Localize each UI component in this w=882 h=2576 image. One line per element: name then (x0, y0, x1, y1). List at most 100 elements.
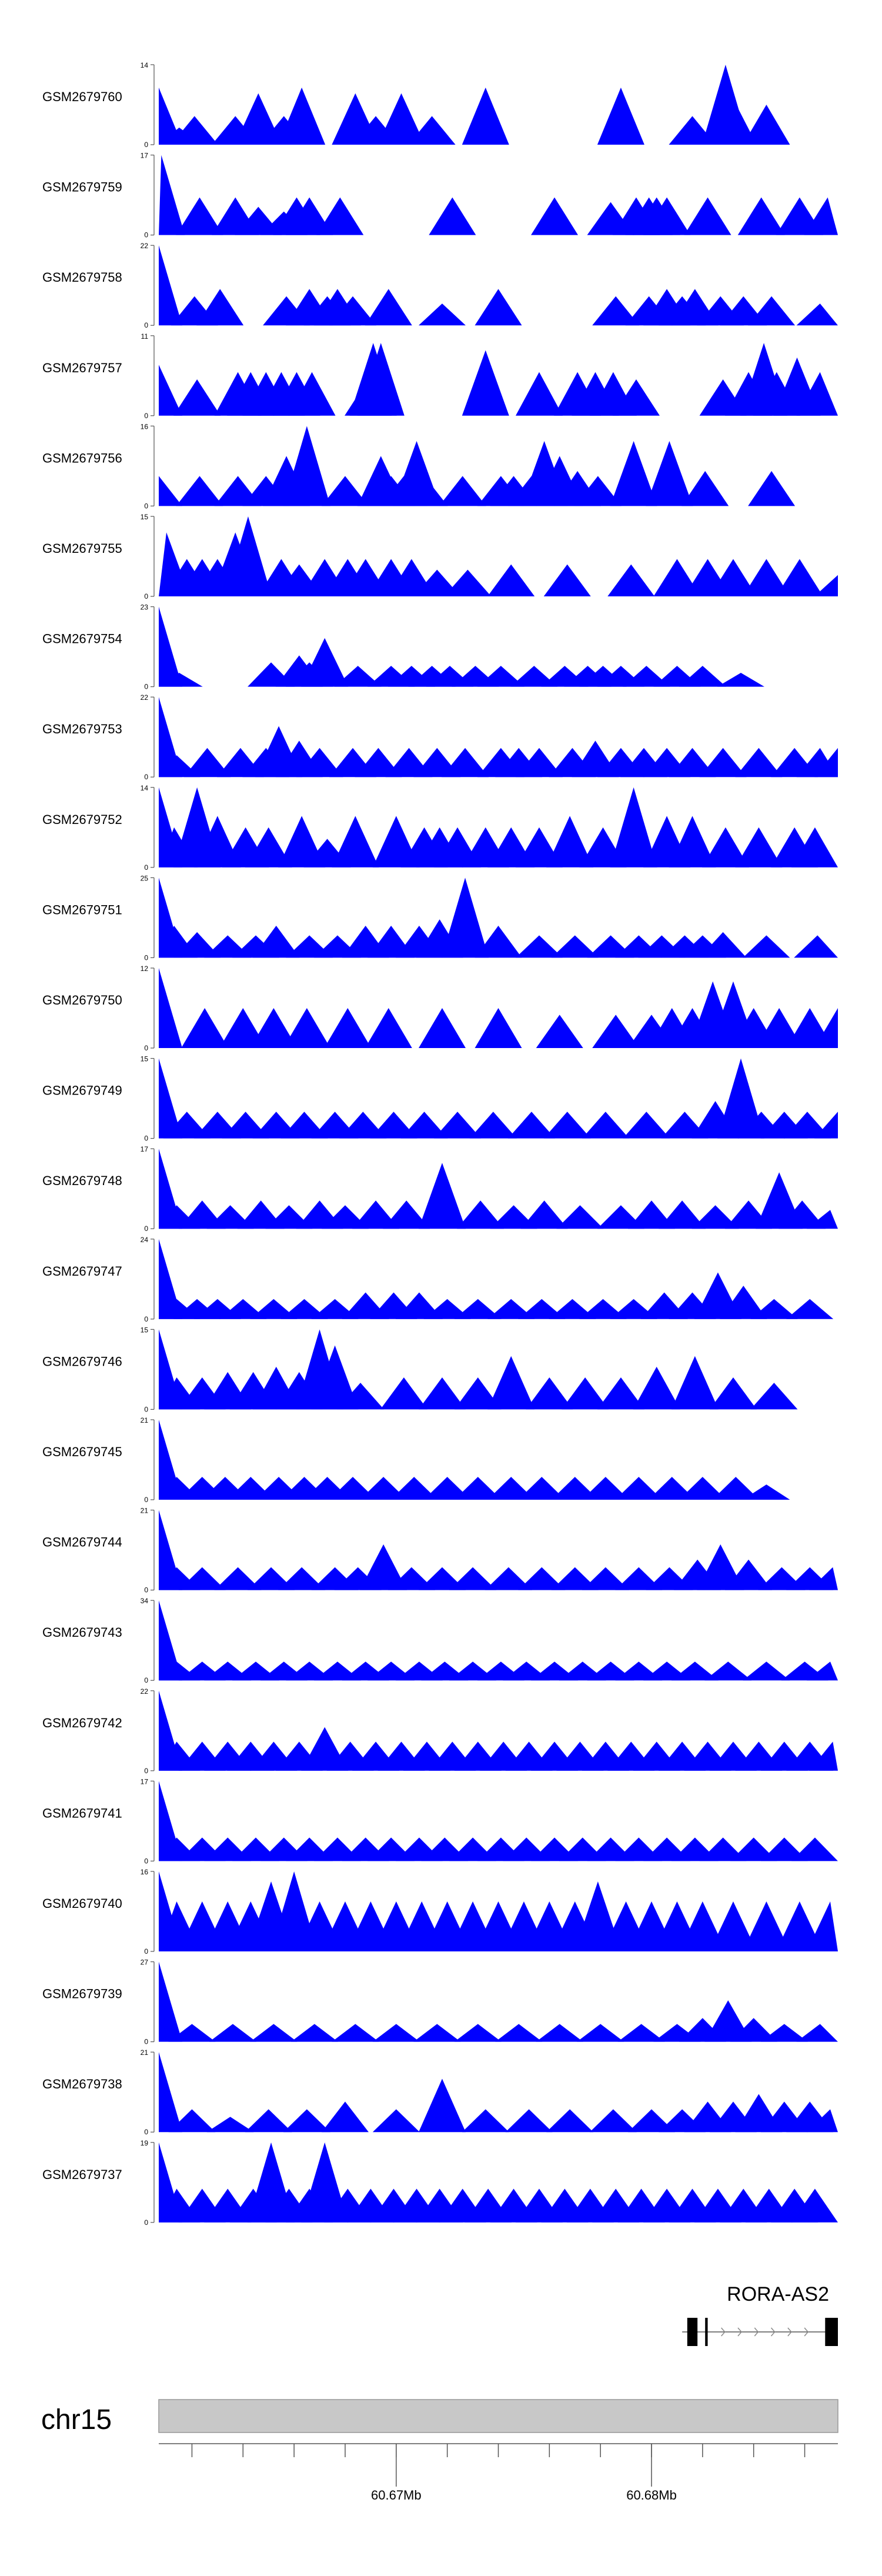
coverage-peak (750, 1383, 798, 1410)
y-min-label: 0 (144, 412, 148, 420)
coverage-peak (178, 1567, 226, 1590)
coverage-peak (280, 1299, 328, 1319)
coverage-peak (442, 748, 489, 778)
strand-arrow (754, 2327, 759, 2337)
y-min-label: 0 (144, 502, 148, 510)
coverage-peak (400, 476, 448, 506)
coverage-peak (597, 1377, 644, 1410)
y-max-label: 17 (141, 152, 149, 160)
coverage-peak (507, 1112, 555, 1139)
track-GSM2679758: GSM2679758 22 0 (42, 242, 838, 329)
coverage-peak (380, 1377, 427, 1410)
y-min-label: 0 (144, 1044, 148, 1052)
track-label: GSM2679743 (42, 1625, 122, 1640)
track-label: GSM2679753 (42, 722, 122, 736)
y-min-label: 0 (144, 1496, 148, 1504)
coverage-peak (334, 666, 382, 687)
track-GSM2679755: GSM2679755 15 0 (42, 513, 838, 600)
y-max-label: 17 (141, 1777, 149, 1786)
coverage-peak (518, 1477, 566, 1500)
coverage-peak (551, 1477, 599, 1500)
coverage-peak (612, 379, 660, 416)
track-label: GSM2679754 (42, 632, 122, 646)
coverage-peak (556, 1205, 604, 1229)
coverage-peak (321, 476, 369, 506)
coverage-peak (712, 1477, 760, 1500)
coverage-peak (776, 1901, 823, 1951)
coverage-peak (681, 471, 729, 506)
coverage-peak (286, 197, 333, 235)
coverage-peak (196, 289, 244, 326)
track-GSM2679757: GSM2679757 11 0 (42, 332, 838, 420)
track-GSM2679760: GSM2679760 14 0 (42, 61, 790, 149)
coverage-peak (760, 2024, 808, 2042)
coverage-peak (592, 296, 640, 326)
y-min-label: 0 (144, 1224, 148, 1233)
gene-name-label: RORA-AS2 (727, 2283, 829, 2305)
y-min-label: 0 (144, 2128, 148, 2136)
track-GSM2679741: GSM2679741 17 0 (42, 1777, 838, 1865)
track-GSM2679752: GSM2679752 14 0 (42, 784, 838, 872)
coverage-peak (159, 476, 182, 506)
track-GSM2679753: GSM2679753 22 0 (42, 693, 838, 781)
coverage-peak (623, 1112, 670, 1139)
track-label: GSM2679758 (42, 270, 122, 285)
coverage-peak (582, 1567, 629, 1590)
y-max-label: 16 (141, 422, 149, 431)
track-label: GSM2679755 (42, 541, 122, 556)
track-GSM2679744: GSM2679744 21 0 (42, 1507, 838, 1594)
coverage-peak (418, 1163, 466, 1229)
coverage-peak (418, 303, 466, 326)
coverage-peak (418, 2078, 466, 2133)
coverage-peak (709, 559, 757, 596)
strand-arrow (721, 2327, 726, 2337)
coverage-peak (783, 1112, 831, 1139)
y-max-label: 27 (141, 1958, 149, 1967)
coverage-peak (176, 197, 223, 235)
coverage-peak (814, 575, 838, 596)
track-GSM2679747: GSM2679747 24 0 (42, 1236, 834, 1323)
coverage-peak (352, 1200, 400, 1229)
coverage-peak (543, 564, 591, 596)
gene-exon (825, 2318, 838, 2346)
coverage-peak (743, 1901, 790, 1951)
coverage-peak (495, 2024, 543, 2042)
coverage-peak (704, 2000, 752, 2042)
coverage-peak (400, 1112, 448, 1139)
coverage-peak (487, 1477, 535, 1500)
coverage-peak (219, 1008, 267, 1048)
track-label: GSM2679742 (42, 1716, 122, 1730)
y-max-label: 22 (141, 1687, 149, 1696)
coverage-peak (717, 1058, 764, 1139)
coverage-peak (462, 87, 509, 145)
track-GSM2679759: GSM2679759 17 0 (42, 152, 838, 239)
coverage-peak (806, 1661, 838, 1681)
track-GSM2679737: GSM2679737 19 0 (42, 2139, 838, 2227)
strand-arrow (787, 2327, 792, 2337)
coverage-peak (791, 1837, 838, 1861)
coverage-peak (814, 1008, 838, 1048)
coverage-peak (454, 1299, 502, 1319)
coverage-peak (679, 666, 726, 687)
coverage-peak (786, 1299, 834, 1319)
coverage-peak (395, 1292, 443, 1319)
coverage-peak (434, 1112, 482, 1139)
y-min-label: 0 (144, 1405, 148, 1413)
y-min-label: 0 (144, 1676, 148, 1684)
coverage-peak (735, 827, 783, 867)
coverage-peak (701, 827, 749, 867)
coverage-peak (296, 748, 343, 778)
y-min-label: 0 (144, 1134, 148, 1143)
coverage-peak (159, 968, 182, 1048)
y-max-label: 34 (141, 1597, 149, 1605)
y-min-label: 0 (144, 2038, 148, 2046)
coverage-peak (743, 105, 790, 145)
coverage-peak (551, 935, 599, 958)
coverage-peak (531, 197, 579, 235)
coverage-peak (222, 1112, 269, 1139)
track-label: GSM2679746 (42, 1354, 122, 1369)
coverage-peak (418, 1377, 466, 1410)
strand-arrow (737, 2327, 742, 2337)
coverage-peak (592, 1015, 640, 1048)
